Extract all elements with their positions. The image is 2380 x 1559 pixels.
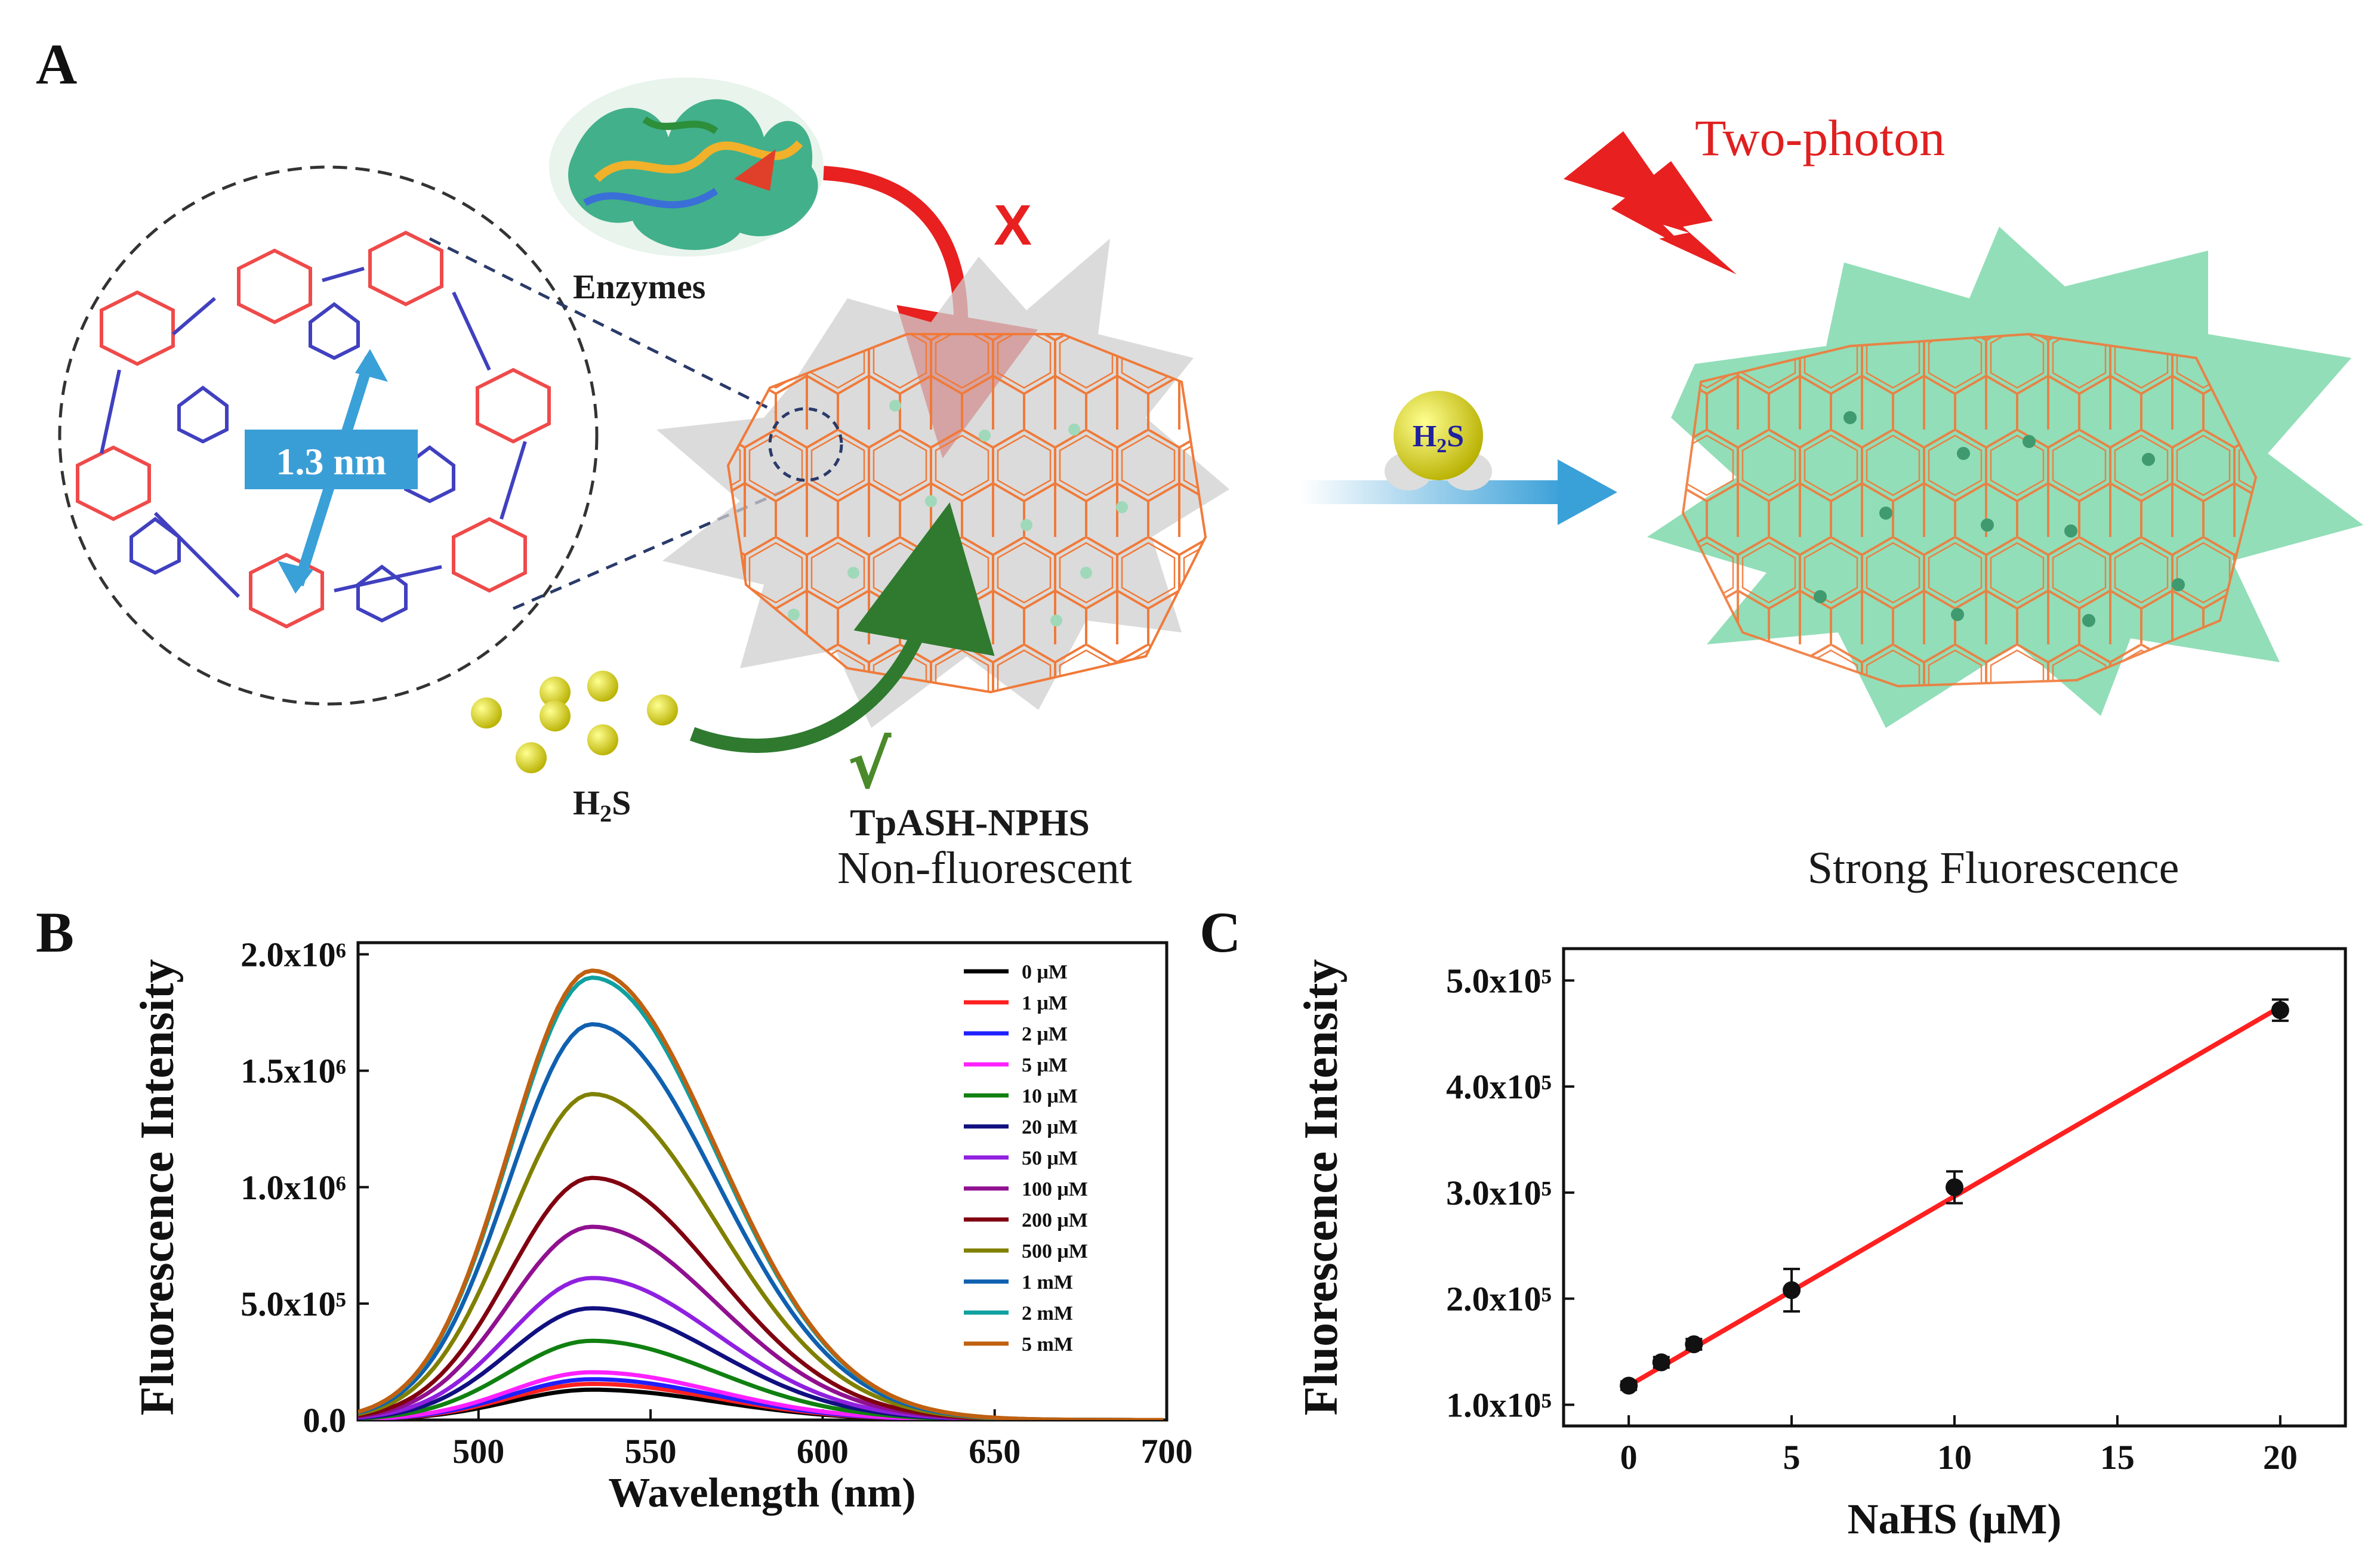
- state-before-label: Non-fluorescent: [837, 843, 1132, 893]
- enzymes-label: Enzymes: [573, 267, 705, 306]
- framework-hexagons-fluorescent: [1681, 332, 2258, 688]
- chart-b-series-line: [358, 968, 1164, 1420]
- chart-b-ytick-label: 0.0: [303, 1401, 347, 1440]
- chart-b-legend-label: 500 μM: [1022, 1240, 1088, 1262]
- chart-b-ytick-label: 1.0x10⁶: [241, 1168, 346, 1207]
- chart-c-ylabel: Fluorescence Intensity: [1295, 959, 1348, 1415]
- chart-b-legend-label: 200 μM: [1022, 1209, 1088, 1231]
- chart-c-data-point: [2271, 1001, 2289, 1020]
- probe-name: TpASH-NPHS: [850, 801, 1090, 844]
- panel-a: A Enzymes X Two-photon: [36, 32, 2363, 893]
- chart-b-ylabel: Fluorescence Intensity: [131, 959, 184, 1415]
- chart-c-xtick-label: 5: [1783, 1438, 1801, 1477]
- chart-b-xtick-label: 700: [1141, 1432, 1193, 1471]
- chart-c-xtick-label: 10: [1937, 1438, 1972, 1477]
- pore-dots-fluorescent: [1814, 411, 2185, 627]
- two-photon-label: Two-photon: [1695, 109, 1945, 166]
- chart-b-ytick-label: 5.0x10⁵: [241, 1285, 346, 1323]
- chart-b-frame: [356, 941, 1169, 1422]
- chart-b-legend-label: 100 μM: [1022, 1178, 1088, 1200]
- reaction-arrowhead: [1558, 459, 1617, 525]
- framework-nonfluorescent: [656, 239, 1229, 728]
- chart-b-legend: 0 μM 1 μM 2 μM 5 μM 10 μM 20 μM 50 μM 100 μM 200…: [964, 961, 1088, 1356]
- panel-b: B 500 550 600 650 700 0.0 5.0x10⁵ 1.0x10⁶ 1.5x10…: [36, 900, 1193, 1516]
- h2s-label: H2S: [573, 783, 631, 827]
- chart-b-legend-label: 10 μM: [1022, 1085, 1078, 1107]
- chart-c-xtick-label: 0: [1620, 1438, 1638, 1477]
- chart-b-xtick-label: 500: [452, 1432, 504, 1471]
- h2s-entry-arrow: [689, 502, 995, 753]
- chart-b-curves: [358, 968, 1164, 1420]
- chart-c-ytick-label: 1.0x10⁵: [1446, 1385, 1552, 1424]
- chart-c-data-point: [1783, 1281, 1801, 1299]
- chart-b-legend-label: 0 μM: [1022, 961, 1068, 983]
- framework-fluorescent: [1647, 227, 2363, 728]
- panel-a-letter: A: [36, 32, 77, 96]
- pore-magnification-circle: 1.3 nm: [58, 165, 599, 706]
- chart-c-xtick-label: 15: [2100, 1438, 2135, 1477]
- state-after-label: Strong Fluorescence: [1808, 843, 2179, 893]
- blocked-x-mark: X: [994, 193, 1032, 257]
- chart-b-xtick-label: 600: [797, 1432, 849, 1471]
- chart-b-ytick-label: 1.5x10⁶: [241, 1052, 346, 1091]
- chart-c-ytick-label: 4.0x10⁵: [1446, 1067, 1552, 1106]
- chart-c-ytick-label: 2.0x10⁵: [1446, 1280, 1552, 1319]
- chart-b-xtick-label: 550: [625, 1432, 677, 1471]
- chart-b-ticks: 500 550 600 650 700 0.0 5.0x10⁵ 1.0x10⁶ 1.5x10⁶ 2…: [241, 936, 1192, 1471]
- chart-b-ytick-label: 2.0x10⁶: [241, 936, 346, 974]
- chart-c-xlabel: NaHS (μM): [1848, 1495, 2062, 1543]
- chart-b-legend-label: 2 μM: [1022, 1023, 1068, 1045]
- panel-c-letter: C: [1200, 900, 1241, 964]
- chart-c-data-point: [1620, 1376, 1638, 1395]
- chart-b-legend-label: 1 mM: [1022, 1271, 1073, 1293]
- h2s-bubble-icon: H2S: [1385, 391, 1492, 490]
- chart-b-legend-label: 1 μM: [1022, 992, 1068, 1014]
- chart-b-xtick-label: 650: [969, 1432, 1021, 1471]
- reaction-arrow-body: [1301, 480, 1564, 504]
- chart-c-ytick-label: 5.0x10⁵: [1446, 961, 1552, 1000]
- pore-structure: [76, 230, 551, 629]
- chart-c-ytick-label: 3.0x10⁵: [1446, 1174, 1552, 1212]
- chart-c-data-point: [1946, 1178, 1963, 1196]
- pore-size-box: [245, 430, 418, 489]
- h2s-molecules: [471, 671, 678, 773]
- panel-b-letter: B: [36, 900, 74, 964]
- enzyme-protein-icon: [549, 78, 824, 257]
- chart-b-xlabel: Wavelength (nm): [608, 1470, 915, 1516]
- chart-b-legend-label: 50 μM: [1022, 1147, 1078, 1169]
- panel-c: C 0 5 10 15 20 1.0x10⁵ 2.0x10⁵ 3.0x10⁵ 4.0x10⁵ 5.…: [1200, 900, 2347, 1543]
- chart-b-legend-label: 5 μM: [1022, 1054, 1068, 1076]
- chart-b-legend-label: 2 mM: [1022, 1302, 1073, 1325]
- chart-c-ticks: 0 5 10 15 20 1.0x10⁵ 2.0x10⁵ 3.0x10⁵ 4.0x10⁵ 5.0x…: [1446, 961, 2298, 1477]
- chart-b-legend-label: 5 mM: [1022, 1333, 1073, 1356]
- chart-c-data-point: [1685, 1335, 1703, 1354]
- pore-size-label: 1.3 nm: [276, 440, 387, 483]
- chart-c-data-point: [1652, 1353, 1670, 1372]
- lightning-icon: [1564, 131, 1737, 274]
- chart-c-plot: [1620, 998, 2289, 1395]
- accepted-check-mark: √: [847, 727, 892, 803]
- chart-b-legend-label: 20 μM: [1022, 1116, 1078, 1138]
- h2s-bubble-label: H2S: [1413, 419, 1464, 457]
- chart-c-xtick-label: 20: [2263, 1438, 2298, 1477]
